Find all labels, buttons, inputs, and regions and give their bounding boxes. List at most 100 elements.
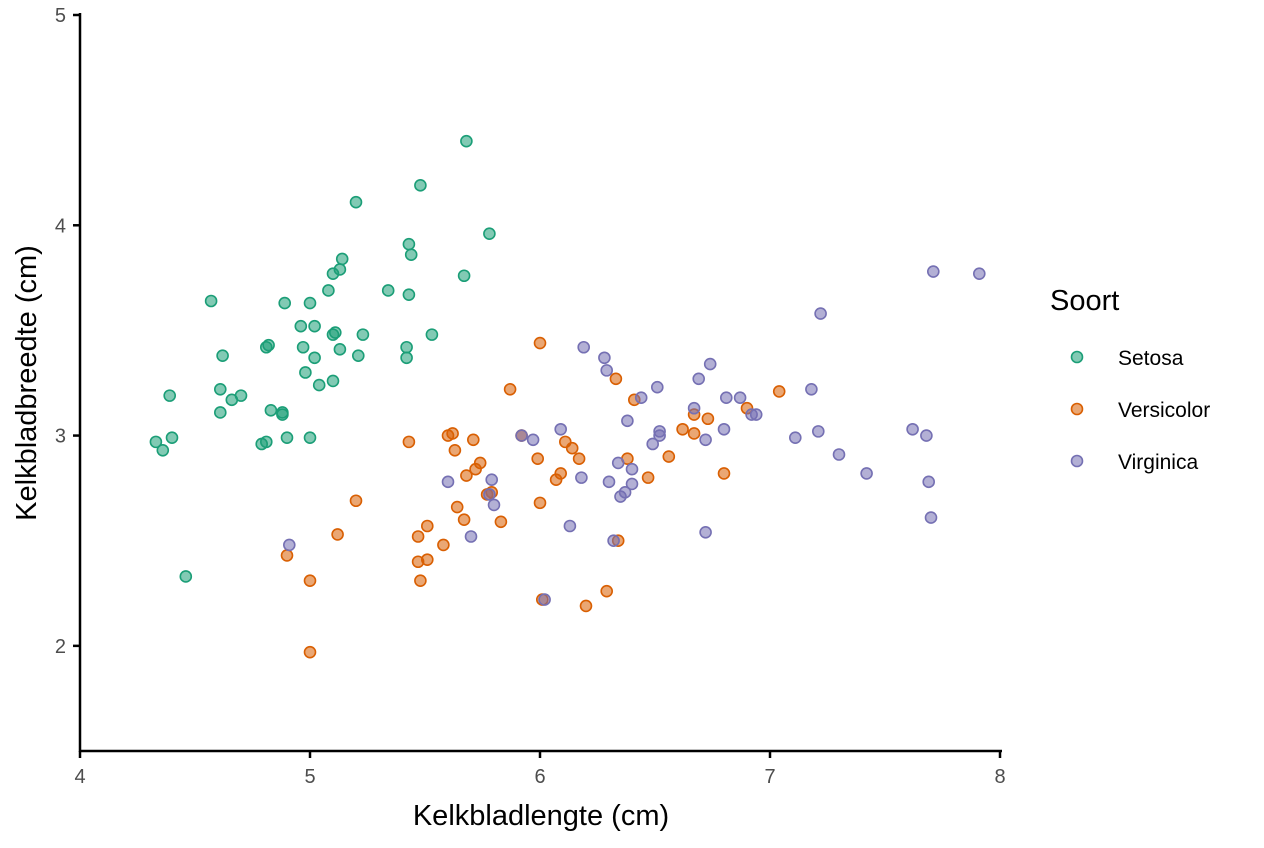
legend: Soort Setosa Versicolor Virginica (1050, 285, 1210, 474)
point-versicolor (565, 441, 579, 455)
point-virginica (607, 534, 620, 548)
point-versicolor (662, 450, 676, 463)
legend-label-virginica: Virginica (1118, 451, 1198, 474)
point-setosa (216, 349, 229, 362)
point-virginica (441, 475, 455, 489)
point-virginica (526, 433, 540, 447)
y-tick-label: 5 (55, 5, 66, 27)
point-versicolor (448, 443, 462, 457)
point-virginica (733, 391, 747, 405)
y-axis-title: Kelkbladbreedte (cm) (11, 245, 43, 521)
point-setosa (280, 431, 294, 444)
point-virginica (788, 431, 802, 444)
point-versicolor (609, 372, 623, 386)
point-virginica (646, 437, 660, 451)
point-versicolor (676, 422, 689, 436)
x-tick-label: 5 (304, 766, 315, 788)
point-setosa (425, 328, 439, 341)
point-versicolor (331, 528, 344, 541)
point-virginica (749, 408, 763, 421)
point-versicolor (473, 456, 487, 470)
point-virginica (703, 357, 717, 371)
y-tick-label: 3 (55, 426, 66, 448)
point-virginica (860, 467, 873, 480)
point-virginica (650, 380, 664, 394)
point-setosa (214, 406, 227, 419)
x-axis-title: Kelkbladlengte (cm) (413, 800, 669, 832)
point-virginica (972, 267, 986, 280)
point-versicolor (600, 584, 614, 598)
point-versicolor (554, 467, 568, 480)
point-setosa (163, 389, 176, 402)
point-virginica (282, 538, 296, 552)
point-virginica (598, 351, 611, 365)
point-setosa (299, 366, 312, 379)
point-setosa (264, 404, 278, 417)
point-setosa (303, 431, 317, 444)
point-setosa (402, 237, 416, 251)
point-virginica (618, 486, 632, 499)
legend-key-versicolor (1070, 402, 1084, 416)
point-virginica (554, 422, 568, 436)
x-tick-label: 7 (764, 766, 775, 788)
point-setosa (414, 179, 427, 192)
point-virginica (653, 429, 666, 442)
point-virginica (920, 429, 933, 442)
point-setosa (278, 296, 292, 310)
point-setosa (214, 383, 227, 396)
point-setosa (322, 284, 335, 297)
point-versicolor (772, 385, 786, 398)
point-versicolor (579, 599, 593, 613)
point-versicolor (303, 574, 317, 587)
point-virginica (926, 265, 940, 278)
point-setosa (308, 351, 321, 365)
point-versicolor (411, 530, 425, 543)
legend-label-versicolor: Versicolor (1118, 399, 1210, 422)
legend-key-setosa (1070, 350, 1084, 364)
point-setosa (259, 435, 273, 449)
point-virginica (906, 422, 919, 436)
point-virginica (611, 456, 625, 470)
point-setosa (333, 343, 347, 356)
point-setosa (165, 431, 179, 444)
point-versicolor (303, 645, 317, 659)
point-setosa (276, 406, 289, 419)
point-virginica (699, 433, 712, 447)
point-versicolor (450, 500, 464, 514)
point-virginica (563, 519, 577, 533)
point-virginica (575, 471, 588, 484)
x-tick-label: 6 (534, 766, 545, 788)
point-setosa (400, 340, 413, 354)
point-versicolor (420, 519, 434, 533)
point-versicolor (701, 412, 715, 426)
point-setosa (179, 570, 193, 583)
point-virginica (634, 391, 648, 405)
point-setosa (402, 288, 416, 301)
point-virginica (538, 593, 551, 606)
point-versicolor (533, 496, 547, 510)
legend-key-virginica (1070, 454, 1084, 468)
y-tick-label: 2 (55, 636, 66, 658)
point-setosa (460, 134, 473, 148)
points-layer (149, 134, 986, 659)
point-versicolor (687, 427, 701, 440)
point-versicolor (466, 433, 480, 447)
point-virginica (625, 477, 639, 491)
legend-title: Soort (1050, 285, 1119, 317)
point-virginica (717, 422, 731, 436)
point-setosa (149, 435, 163, 449)
y-tick-label: 4 (55, 215, 66, 237)
point-setosa (308, 319, 321, 333)
point-virginica (483, 488, 496, 501)
point-setosa (381, 284, 395, 297)
point-virginica (485, 473, 499, 487)
point-virginica (811, 425, 825, 438)
point-virginica (602, 475, 616, 489)
point-virginica (464, 530, 478, 543)
point-virginica (577, 340, 591, 354)
point-versicolor (717, 467, 731, 480)
point-virginica (600, 364, 614, 377)
x-tick-label: 8 (994, 766, 1005, 788)
point-versicolor (572, 452, 586, 466)
point-setosa (400, 351, 413, 365)
